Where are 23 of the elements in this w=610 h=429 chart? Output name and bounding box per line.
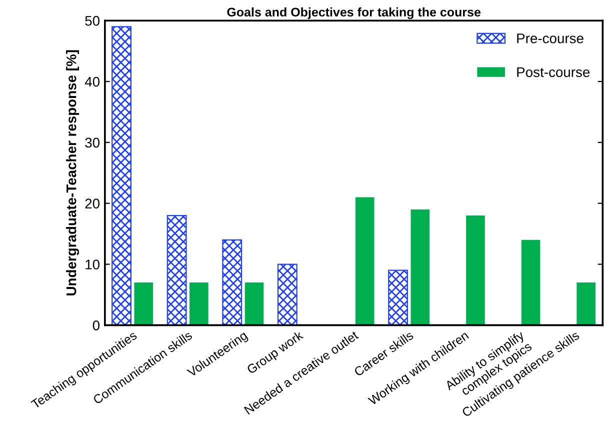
bar bbox=[410, 209, 430, 326]
legend-label: Pre-course bbox=[517, 34, 584, 44]
bar bbox=[576, 282, 596, 326]
y-axis-title: Undergraduate-Teacher response [%] bbox=[66, 50, 80, 296]
y-tick-label: 50 bbox=[85, 16, 100, 26]
bar bbox=[166, 214, 187, 326]
y-tick-label: 40 bbox=[84, 76, 100, 87]
chart-title: Goals and Objectives for taking the course bbox=[227, 7, 480, 20]
bar bbox=[244, 282, 264, 326]
bar bbox=[355, 197, 374, 326]
bar bbox=[277, 264, 298, 326]
bar bbox=[521, 240, 540, 326]
bar bbox=[112, 26, 132, 326]
y-tick-label: 30 bbox=[85, 138, 100, 148]
bar bbox=[388, 270, 408, 326]
y-tick-label: 0 bbox=[92, 320, 100, 330]
y-tick-label: 20 bbox=[85, 198, 100, 209]
bar bbox=[222, 239, 242, 326]
bar bbox=[466, 216, 485, 326]
y-tick-label: 10 bbox=[86, 260, 100, 270]
bar bbox=[190, 282, 208, 326]
legend-label: Post-course bbox=[517, 67, 590, 78]
bar bbox=[134, 282, 154, 326]
